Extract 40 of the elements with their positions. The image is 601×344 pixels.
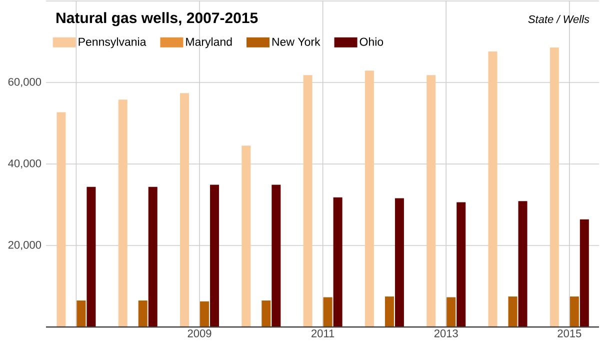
bar bbox=[272, 184, 281, 327]
legend-label: Pennsylvania bbox=[78, 37, 146, 48]
bar bbox=[394, 198, 404, 327]
bar bbox=[580, 219, 589, 327]
legend-label: Maryland bbox=[186, 37, 232, 48]
y-tick-label: 20,000 bbox=[8, 240, 42, 250]
legend-label: Ohio bbox=[360, 37, 384, 46]
bar bbox=[550, 47, 559, 327]
bar bbox=[456, 202, 466, 327]
bar bbox=[242, 146, 251, 327]
y-tick-label: 40,000 bbox=[8, 159, 42, 169]
bar bbox=[488, 52, 498, 327]
bar bbox=[138, 300, 148, 327]
bar bbox=[180, 93, 190, 327]
bar bbox=[508, 296, 518, 327]
x-tick-label: 2013 bbox=[434, 330, 458, 338]
bar bbox=[56, 112, 66, 327]
legend-title: State / Wells bbox=[528, 15, 590, 24]
bar bbox=[262, 300, 271, 327]
bar bbox=[76, 300, 86, 327]
y-tick-label: 60,000 bbox=[8, 78, 42, 88]
bar bbox=[384, 296, 394, 327]
bar bbox=[86, 186, 96, 327]
bar bbox=[118, 100, 128, 327]
bar bbox=[200, 301, 210, 327]
bar bbox=[518, 201, 528, 327]
bar bbox=[210, 184, 220, 327]
bar bbox=[148, 186, 158, 327]
bar bbox=[364, 70, 374, 327]
bar bbox=[303, 75, 312, 327]
legend-label: New York bbox=[272, 37, 320, 46]
text: Natural gas wells, 2007-2015 bbox=[56, 12, 258, 26]
bar bbox=[333, 197, 342, 327]
x-tick-label: 2011 bbox=[312, 330, 334, 338]
bar bbox=[323, 297, 332, 327]
x-tick-label: 2015 bbox=[558, 330, 582, 338]
x-tick-label: 2009 bbox=[188, 330, 212, 338]
bar bbox=[446, 297, 456, 327]
bar bbox=[570, 296, 579, 327]
bar bbox=[426, 75, 436, 327]
